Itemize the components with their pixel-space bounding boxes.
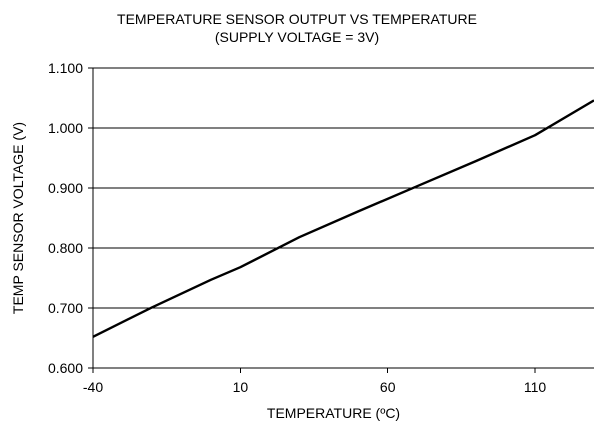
- x-axis-ticks: -40 10 60 110: [83, 368, 547, 395]
- y-axis-ticks: 0.600 0.700 0.800 0.900 1.000 1.100: [48, 60, 93, 376]
- y-tick-label: 0.700: [48, 300, 83, 316]
- y-tick-label: 1.100: [48, 60, 83, 76]
- y-tick-label: 0.800: [48, 240, 83, 256]
- series-group: [92, 99, 594, 338]
- x-axis-label: TEMPERATURE (ºC): [267, 405, 400, 421]
- x-tick-label: 60: [380, 379, 396, 395]
- axes: [92, 68, 594, 369]
- chart-title: TEMPERATURE SENSOR OUTPUT VS TEMPERATURE: [117, 11, 477, 27]
- y-axis-label: TEMP SENSOR VOLTAGE (V): [10, 122, 26, 314]
- y-tick-label: 1.000: [48, 120, 83, 136]
- x-tick-label: 110: [524, 379, 547, 395]
- chart-title-group: TEMPERATURE SENSOR OUTPUT VS TEMPERATURE…: [117, 11, 477, 45]
- y-tick-label: 0.900: [48, 180, 83, 196]
- x-tick-label: 10: [233, 379, 249, 395]
- x-tick-label: -40: [83, 379, 103, 395]
- y-tick-label: 0.600: [48, 360, 83, 376]
- chart-subtitle: (SUPPLY VOLTAGE = 3V): [215, 29, 379, 45]
- series-line-0: [92, 99, 594, 338]
